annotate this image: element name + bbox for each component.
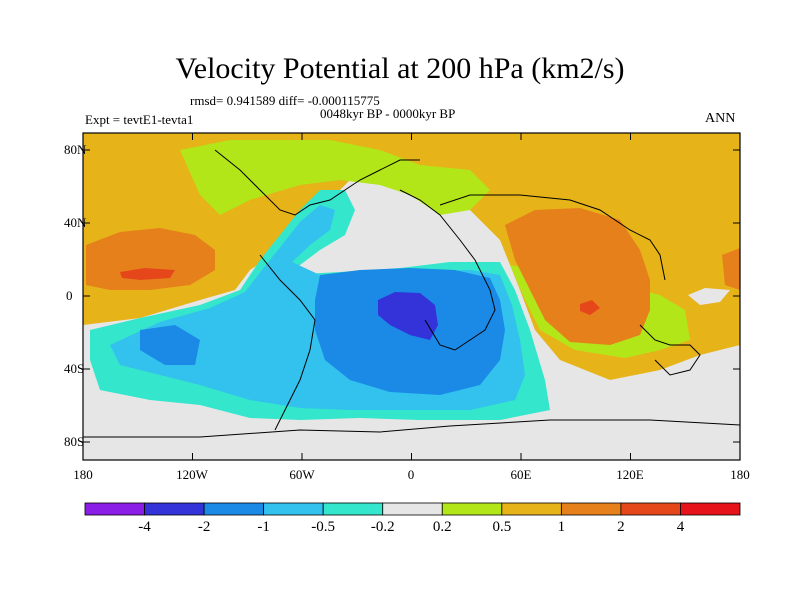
stats-subtitle: rmsd= 0.941589 diff= -0.000115775 (190, 93, 380, 108)
colorbar-swatch (84, 502, 145, 516)
x-label-60w: 60W (289, 467, 315, 482)
period-subtitle: 0048kyr BP - 0000kyr BP (320, 106, 456, 121)
colorbar-swatch (620, 502, 681, 516)
x-label-180e: 180 (730, 467, 750, 482)
colorbar-swatch (203, 502, 265, 516)
contour-field (83, 133, 740, 460)
strong-positive-east-edge (722, 248, 740, 290)
x-label-120e: 120E (616, 467, 644, 482)
neutral-pocket-east (688, 288, 730, 305)
colorbar-label: -2 (197, 519, 211, 535)
colorbar-label: -0.2 (370, 519, 395, 535)
very-strong-positive-asia (580, 300, 600, 315)
colorbar-swatch (441, 502, 503, 516)
colorbar-label: 0.5 (492, 519, 512, 535)
y-tick-marks (83, 149, 740, 443)
colorbar-label: -1 (257, 519, 270, 535)
x-label-0: 0 (407, 467, 415, 482)
colorbar-swatch (144, 502, 205, 516)
experiment-label: Expt = tevtE1-tevta1 (85, 112, 194, 127)
x-tick-marks (82, 133, 741, 460)
x-label-180w: 180 (73, 467, 93, 482)
y-label-40s: 40S (64, 361, 85, 376)
y-label-0: 0 (66, 288, 73, 303)
colorbar-swatch (382, 502, 443, 516)
season-label: ANN (705, 111, 736, 126)
colorbar-label: 1 (557, 519, 566, 535)
strong-positive-asia (505, 208, 650, 345)
x-label-120w: 120W (176, 467, 208, 482)
y-label-80s: 80S (64, 434, 85, 449)
coastlines (83, 149, 740, 438)
y-label-40n: 40N (64, 215, 87, 230)
plot-title: Velocity Potential at 200 hPa (km2/s) (175, 52, 625, 85)
x-label-60e: 60E (510, 467, 532, 482)
colorbar-label: 2 (617, 519, 625, 535)
colorbar (84, 502, 741, 516)
colorbar-label: 4 (676, 519, 685, 535)
colorbar-label: -0.5 (311, 519, 336, 535)
colorbar-swatch (322, 502, 384, 516)
y-label-80n: 80N (64, 142, 87, 157)
very-strong-positive-pacific (120, 268, 175, 280)
colorbar-label: 0.2 (432, 519, 452, 535)
colorbar-swatch (680, 502, 741, 516)
colorbar-label: -4 (138, 519, 151, 535)
strong-negative-region (378, 292, 438, 340)
colorbar-swatch (501, 502, 562, 516)
colorbar-swatch (263, 502, 324, 516)
strong-positive-pacific (86, 228, 215, 290)
colorbar-swatch (560, 502, 622, 516)
